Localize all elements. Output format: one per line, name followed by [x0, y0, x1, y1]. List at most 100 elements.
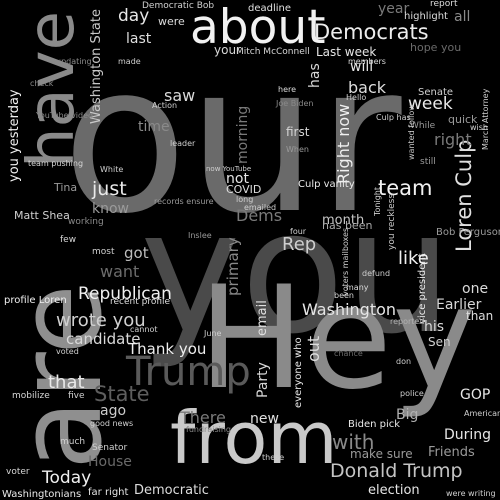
word-democrats: Democrats: [314, 20, 429, 44]
word-police: police: [400, 389, 424, 398]
word-much: much: [60, 437, 86, 447]
word-friends: Friends: [428, 445, 475, 460]
word-not: not: [226, 171, 249, 187]
word-emailed: emailed: [244, 203, 277, 212]
word-most: most: [92, 247, 115, 257]
word-team-pushing: team pushing: [28, 159, 84, 168]
word-our: our: [62, 21, 402, 259]
word-these: these: [262, 453, 285, 462]
word-you-yesterday: you yesterday: [7, 89, 22, 182]
word-when: When: [286, 145, 309, 154]
word-culp-vanity: Culp vanity: [298, 179, 355, 190]
word-everyone-who: everyone who: [293, 337, 304, 408]
word-trump: Trump: [126, 349, 251, 395]
word-deadline: deadline: [248, 3, 292, 14]
word-here: here: [278, 85, 297, 94]
word-march-attorney: March Attorney: [481, 88, 490, 150]
word-has-been: has been: [322, 219, 373, 232]
word-today: Today: [42, 468, 92, 488]
word-working: working: [68, 217, 104, 227]
word-make-sure: make sure: [350, 447, 413, 461]
word-good-news: good news: [90, 419, 134, 428]
word-candidate: candidate: [66, 330, 141, 348]
word-five: five: [68, 391, 85, 401]
word-there: There: [180, 408, 226, 427]
word-members: members: [348, 57, 386, 66]
word-got: got: [124, 244, 149, 262]
word-you: you: [140, 174, 453, 372]
word-during: During: [444, 427, 492, 443]
word-team: team: [378, 176, 433, 200]
word-senator: Senator: [92, 443, 128, 453]
word-will: will: [350, 59, 374, 75]
word-washington: Washington: [302, 300, 397, 319]
word-state: State: [94, 382, 150, 406]
word-hey: Hey: [198, 256, 477, 421]
word-last: last: [126, 31, 152, 47]
word-wrote-you: wrote you: [56, 310, 146, 331]
word-morning: morning: [235, 105, 251, 164]
word-far-right: far right: [88, 487, 129, 498]
word-been: been: [334, 291, 354, 300]
word-week: week: [408, 94, 453, 114]
word-leader: leader: [170, 139, 196, 148]
word-inslee: Inslee: [188, 231, 212, 240]
word-made: made: [118, 57, 141, 66]
word-house: House: [88, 454, 132, 470]
word-records-ensure: records ensure: [154, 197, 214, 206]
word-your: your: [214, 43, 241, 57]
word-still: still: [420, 157, 436, 167]
word-were: were: [158, 15, 185, 28]
word-ago: ago: [100, 403, 127, 419]
word-email: email: [255, 300, 270, 336]
word-voters-mailboxes: voters mailboxes: [341, 227, 350, 296]
word-few: few: [60, 235, 77, 245]
word-now-youtube: now YouTube: [206, 165, 252, 173]
word-tonight: Tonight: [373, 187, 382, 216]
word-than: than: [466, 309, 494, 323]
word-american: American: [464, 409, 500, 418]
word-four: four: [290, 227, 307, 236]
word-saw: saw: [164, 86, 196, 105]
word-senate: Senate: [418, 87, 454, 98]
word-republican: Republican: [78, 284, 172, 304]
word-donald-trump: Donald Trump: [330, 460, 463, 482]
word-right-now: Right now: [334, 103, 353, 184]
word-about: about: [190, 0, 326, 55]
word-party: Party: [255, 362, 271, 398]
word-just: just: [92, 178, 127, 200]
word-white: White: [100, 165, 124, 174]
word-voter: voter: [6, 467, 30, 477]
word-all: all: [454, 9, 471, 25]
word-joe-biden: Joe Biden: [276, 99, 314, 108]
word-fundraising: fundraising: [186, 425, 231, 434]
word-hello: Hello: [346, 93, 367, 102]
word-action: Action: [152, 101, 178, 110]
word-one: one: [462, 281, 489, 297]
word-many: many: [346, 283, 369, 292]
word-youtube-video: YouTube video: [36, 111, 93, 120]
word-mitch-mcconnell: Mitch McConnell: [236, 47, 310, 57]
word-defund: defund: [362, 269, 391, 278]
word-chance: chance: [334, 349, 363, 358]
word-bob-ferguson: Bob Ferguson: [436, 227, 500, 238]
word-culp-has: Culp has: [376, 113, 411, 122]
word-primary: primary: [224, 237, 242, 296]
word-election: election: [368, 483, 420, 498]
word-while: While: [410, 121, 436, 131]
word-have: have: [15, 10, 89, 168]
word-check: check: [30, 79, 54, 88]
word-were-writing: were writing: [446, 489, 496, 498]
word-cannot: cannot: [130, 325, 158, 334]
word-time: time: [138, 119, 170, 135]
word-dems: Dems: [236, 206, 283, 225]
word-want: want: [100, 262, 140, 281]
word-with: with: [332, 430, 375, 454]
word-democratic-bob: Democratic Bob: [142, 1, 215, 11]
word-june: June: [204, 329, 222, 338]
word-washingtonians: Washingtonians: [2, 489, 82, 500]
word-right: right: [434, 130, 472, 149]
word-washington-state: Washington State: [89, 9, 104, 124]
word-biden-pick: Biden pick: [348, 419, 401, 430]
word-back: back: [348, 78, 387, 97]
